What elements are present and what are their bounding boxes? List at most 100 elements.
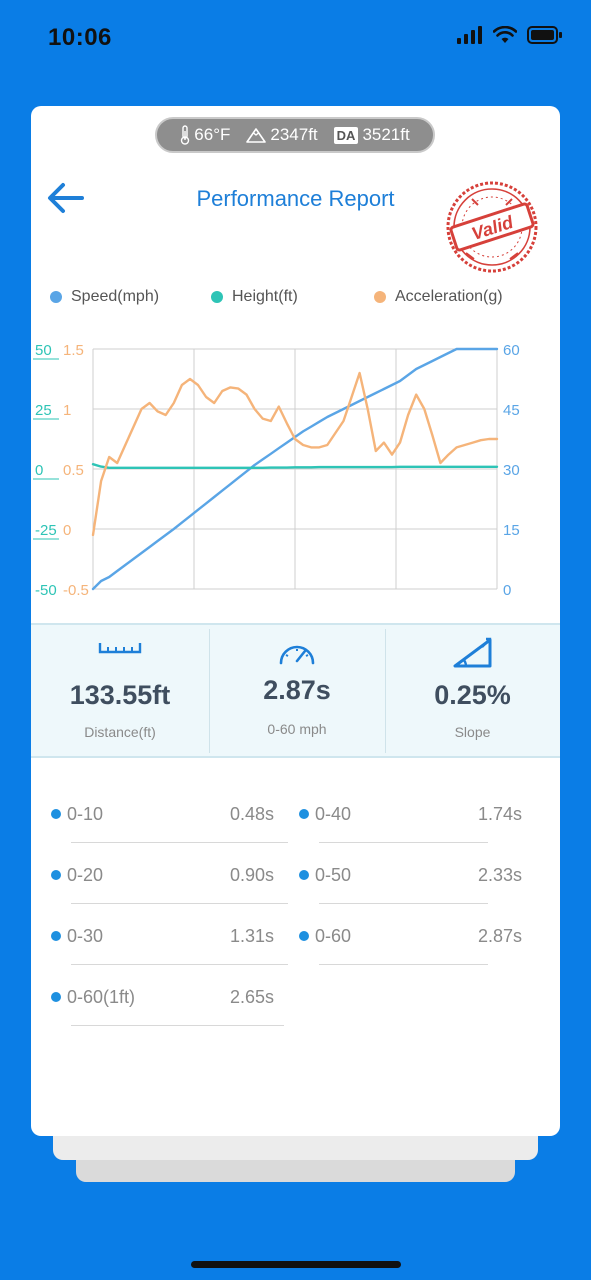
height-tick-label: 50 [35, 342, 52, 359]
stat-divider [385, 629, 386, 753]
split-divider [71, 1025, 284, 1026]
ruler-icon [31, 641, 209, 655]
temperature-item: 66°F [180, 125, 230, 145]
altitude-value: 2347ft [270, 125, 318, 144]
split-name: 0-40 [315, 804, 352, 824]
height-tick-label: -25 [35, 522, 57, 539]
acceleration-tick-label: -0.5 [63, 582, 89, 596]
split-time: 2.33s [477, 865, 522, 885]
split-dot [51, 992, 61, 1002]
wifi-icon [493, 26, 517, 43]
split-name: 0-20 [67, 865, 104, 885]
split-name: 0-30 [67, 926, 104, 946]
arrow-left-icon [48, 183, 84, 213]
stat-divider [209, 629, 210, 753]
split-row: 0-60(1ft) 2.65s [51, 979, 284, 1029]
temperature-value: 66°F [194, 125, 231, 144]
split-divider [71, 903, 288, 904]
split-row: 0-20 0.90s [51, 857, 288, 907]
slope-value: 0.25% [434, 680, 511, 710]
speed-tick-label: 30 [503, 462, 520, 479]
split-name: 0-50 [315, 865, 352, 885]
legend-height-dot [211, 291, 223, 303]
legend-height-label: Height(ft) [232, 288, 298, 305]
split-time: 2.87s [477, 926, 522, 946]
series-line-heightft [91, 462, 499, 470]
slope-icon [385, 635, 560, 669]
speedometer-icon [209, 641, 385, 667]
split-dot [299, 870, 309, 880]
split-name: 0-10 [67, 804, 104, 824]
acceleration-tick-label: 1 [63, 402, 71, 419]
legend-acceleration-label: Acceleration(g) [395, 288, 503, 305]
page-title: Performance Report [196, 186, 395, 211]
split-row: 0-30 1.31s [51, 918, 288, 968]
split-dot [299, 809, 309, 819]
status-time: 10:06 [48, 24, 112, 51]
height-tick-label: 0 [35, 462, 43, 479]
altitude-item: 2347ft [246, 125, 318, 145]
split-row: 0-50 2.33s [299, 857, 522, 907]
split-time: 2.65s [229, 987, 274, 1007]
environment-conditions: 66°F 2347ft DA 3521ft [155, 117, 435, 153]
thermometer-icon [181, 125, 190, 145]
height-tick-label: 25 [35, 402, 52, 419]
mountain-icon [246, 128, 267, 143]
zero-sixty-label: 0-60 mph [267, 721, 327, 737]
legend-speed-dot [50, 291, 62, 303]
legend-acceleration-dot [374, 291, 386, 303]
split-dot [51, 931, 61, 941]
legend-speed-label: Speed(mph) [71, 288, 160, 305]
speed-tick-label: 0 [503, 582, 511, 596]
split-divider [319, 903, 488, 904]
performance-chart: 50 25 0 -25 -50 1.5 1 0.5 0 -0.5 60 45 30 15 0 [33, 342, 520, 596]
speed-tick-label: 45 [503, 402, 520, 419]
split-dot [51, 870, 61, 880]
height-tick-label: -50 [35, 582, 57, 596]
battery-icon [527, 26, 562, 44]
split-time: 0.48s [229, 804, 274, 824]
acceleration-tick-label: 1.5 [63, 342, 84, 359]
cellular-signal-icon [457, 26, 482, 44]
split-name: 0-60 [315, 926, 352, 946]
back-button[interactable] [45, 180, 87, 216]
split-divider [71, 842, 288, 843]
legend-speed: Speed(mph) [50, 288, 159, 306]
zero-sixty-value: 2.87s [263, 675, 331, 705]
split-dot [299, 931, 309, 941]
split-row: 0-10 0.48s [51, 796, 288, 846]
speed-tick-label: 15 [503, 522, 520, 539]
distance-value: 133.55ft [69, 680, 171, 710]
home-indicator [191, 1261, 401, 1268]
stats-panel: 133.55ft Distance(ft) 2.87s 0-60 mph [31, 623, 560, 758]
split-divider [319, 964, 488, 965]
status-bar: 10:06 [0, 0, 591, 80]
split-name: 0-60(1ft) [67, 987, 136, 1007]
performance-report-card: 66°F 2347ft DA 3521ft Performance Report… [31, 106, 560, 1136]
chart-legend: Speed(mph) Height(ft) Acceleration(g) [31, 288, 560, 312]
slope-label: Slope [454, 724, 491, 740]
acceleration-tick-label: 0.5 [63, 462, 84, 479]
status-icons [457, 26, 563, 44]
split-time: 1.74s [477, 804, 522, 824]
split-dot [51, 809, 61, 819]
split-row: 0-40 1.74s [299, 796, 522, 846]
split-time: 0.90s [229, 865, 274, 885]
split-time: 1.31s [229, 926, 274, 946]
split-divider [71, 964, 288, 965]
stat-zero-sixty: 2.87s 0-60 mph [209, 625, 385, 756]
split-row: 0-60 2.87s [299, 918, 522, 968]
legend-height: Height(ft) [211, 288, 298, 306]
stat-slope: 0.25% Slope [385, 625, 560, 756]
series-line-accelerationg [91, 371, 499, 537]
valid-stamp-icon: Valid [446, 181, 538, 273]
legend-acceleration: Acceleration(g) [374, 288, 503, 306]
density-altitude-badge: DA [333, 126, 359, 144]
acceleration-tick-label: 0 [63, 522, 71, 539]
distance-label: Distance(ft) [84, 724, 156, 740]
split-divider [319, 842, 488, 843]
density-altitude-item: DA 3521ft [333, 125, 410, 145]
stat-distance: 133.55ft Distance(ft) [31, 625, 209, 756]
speed-tick-label: 60 [503, 342, 520, 359]
density-altitude-value: 3521ft [362, 125, 410, 144]
